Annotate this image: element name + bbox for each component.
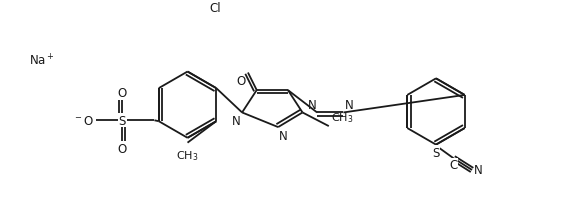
Text: N: N [307, 98, 316, 111]
Text: CH$_3$: CH$_3$ [176, 149, 199, 163]
Text: CH$_3$: CH$_3$ [331, 111, 353, 125]
Text: C: C [450, 158, 458, 171]
Text: Na$^+$: Na$^+$ [29, 53, 54, 68]
Text: O: O [117, 86, 127, 99]
Text: N: N [231, 115, 240, 128]
Text: N: N [279, 129, 288, 142]
Text: O: O [117, 142, 127, 155]
Text: $^-$O: $^-$O [73, 114, 94, 127]
Text: Cl: Cl [209, 2, 221, 15]
Text: S: S [119, 114, 126, 127]
Text: N: N [344, 98, 353, 111]
Text: O: O [237, 75, 246, 88]
Text: S: S [432, 146, 439, 159]
Text: N: N [474, 164, 483, 177]
